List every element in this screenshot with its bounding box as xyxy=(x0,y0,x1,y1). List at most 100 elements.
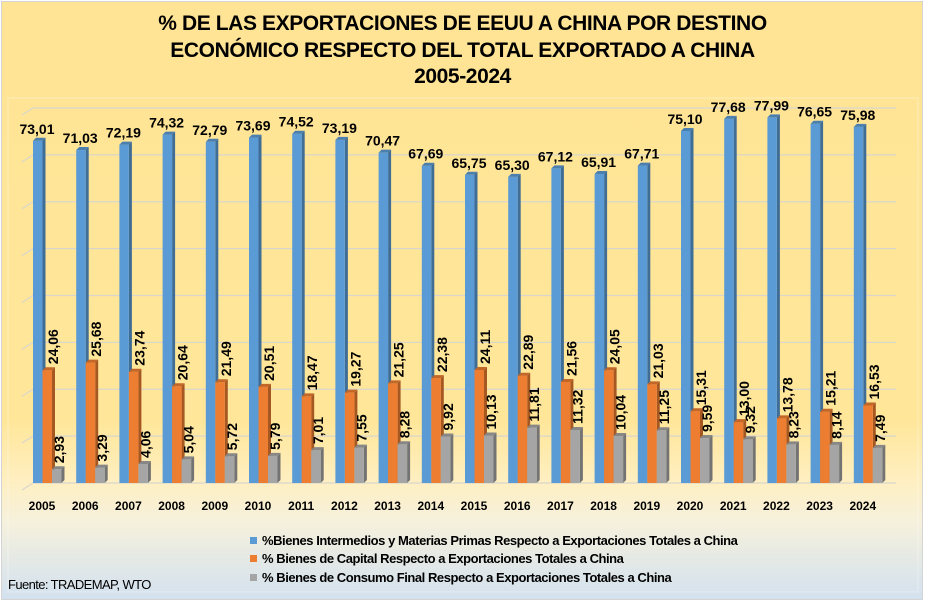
x-tick-label: 2024 xyxy=(849,499,876,513)
data-label-consumer-goods: 10,13 xyxy=(483,394,499,429)
data-label-consumer-goods: 7,49 xyxy=(872,414,888,441)
bar-top-capital-goods xyxy=(388,380,401,384)
bar-intermediate-goods xyxy=(508,176,518,483)
data-label-capital-goods: 24,11 xyxy=(477,330,493,364)
bar-group-2016 xyxy=(508,173,540,483)
bar-consumer-goods xyxy=(613,435,624,483)
x-tick-label: 2013 xyxy=(374,499,401,513)
bar-top-intermediate-goods xyxy=(249,134,262,138)
x-tick-label: 2006 xyxy=(72,499,99,513)
data-label-intermediate-goods: 75,10 xyxy=(667,111,702,127)
bar-capital-goods xyxy=(863,405,873,483)
bar-top-capital-goods xyxy=(690,408,703,412)
data-label-capital-goods: 22,89 xyxy=(520,334,536,369)
bar-top-consumer-goods xyxy=(354,444,367,448)
bar-intermediate-goods xyxy=(162,134,173,483)
data-label-intermediate-goods: 70,47 xyxy=(365,133,400,149)
bar-top-capital-goods xyxy=(431,375,444,379)
bar-intermediate-goods xyxy=(292,133,302,483)
data-label-consumer-goods: 7,01 xyxy=(310,417,326,444)
bar-capital-goods xyxy=(690,411,700,483)
legend-label: % Bienes de Capital Respecto a Exportaci… xyxy=(262,551,624,567)
bar-side-consumer-goods xyxy=(882,444,886,483)
data-label-consumer-goods: 5,04 xyxy=(181,426,197,453)
bar-top-consumer-goods xyxy=(138,460,151,464)
x-tick-label: 2020 xyxy=(677,499,704,513)
bar-top-consumer-goods xyxy=(570,426,583,430)
bar-consumer-goods xyxy=(354,447,364,483)
bar-top-capital-goods xyxy=(517,372,531,376)
data-label-consumer-goods: 9,92 xyxy=(440,403,456,430)
bar-group-2017 xyxy=(551,165,583,483)
legend-marker-orange xyxy=(250,555,257,563)
bar-capital-goods xyxy=(474,369,484,483)
legend-label: % Bienes de Consumo Final Respecto a Exp… xyxy=(262,569,672,585)
bar-top-consumer-goods xyxy=(700,435,713,439)
bar-consumer-goods xyxy=(95,467,105,483)
gridline-side xyxy=(21,435,34,444)
bar-intermediate-goods xyxy=(249,137,259,483)
bar-top-intermediate-goods xyxy=(551,165,564,169)
data-label-intermediate-goods: 65,91 xyxy=(581,154,616,170)
bar-top-consumer-goods xyxy=(484,432,497,436)
bar-group-2006 xyxy=(76,147,108,483)
bar-top-consumer-goods xyxy=(656,427,670,431)
bar-capital-goods xyxy=(301,396,312,483)
chart-title-line-1: % DE LAS EXPORTACIONES DE EEUU A CHINA P… xyxy=(158,12,767,35)
bar-intermediate-goods xyxy=(681,130,691,483)
bar-side-intermediate-goods xyxy=(820,120,824,483)
bar-consumer-goods xyxy=(138,463,148,483)
legend-item-consumer-goods: % Bienes de Consumo Final Respecto a Exp… xyxy=(250,568,737,587)
bar-top-intermediate-goods xyxy=(335,136,348,140)
x-axis: 2005 2006 2007 2008 2009 2010 2011 2012 2013 2014… xyxy=(29,499,877,513)
bar-top-consumer-goods xyxy=(181,456,195,460)
bar-capital-goods xyxy=(172,386,182,483)
bar-side-consumer-goods xyxy=(104,464,108,483)
data-label-capital-goods: 20,64 xyxy=(175,345,191,380)
bar-intermediate-goods xyxy=(853,126,864,483)
x-tick-label: 2009 xyxy=(201,499,228,513)
bar-side-intermediate-goods xyxy=(733,115,737,483)
bar-top-capital-goods xyxy=(604,367,617,371)
bar-capital-goods xyxy=(42,370,52,483)
bar-top-consumer-goods xyxy=(440,433,454,437)
bar-side-consumer-goods xyxy=(277,452,281,483)
bar-top-intermediate-goods xyxy=(292,130,305,134)
bar-top-intermediate-goods xyxy=(508,173,521,177)
bar-consumer-goods xyxy=(872,447,883,483)
bar-side-consumer-goods xyxy=(147,460,151,483)
bar-consumer-goods xyxy=(829,444,840,483)
data-label-capital-goods: 16,53 xyxy=(866,364,882,399)
bar-group-2019 xyxy=(637,162,670,483)
gridline-side xyxy=(21,341,34,350)
x-tick-label: 2023 xyxy=(806,499,833,513)
bar-top-capital-goods xyxy=(85,359,99,363)
bar-top-capital-goods xyxy=(344,389,358,393)
data-label-capital-goods: 21,56 xyxy=(563,341,579,376)
bar-group-2015 xyxy=(465,171,497,483)
bars xyxy=(33,114,886,483)
bar-top-capital-goods xyxy=(258,383,271,387)
bar-consumer-goods xyxy=(397,444,408,483)
bar-group-2021 xyxy=(724,115,756,483)
bar-consumer-goods xyxy=(311,450,321,483)
chart-title-line-2: ECONÓMICO RESPECTO DEL TOTAL EXPORTADO A… xyxy=(170,38,755,62)
bar-capital-goods xyxy=(733,422,744,483)
plot-area xyxy=(7,97,919,593)
bar-capital-goods xyxy=(517,375,528,483)
data-label-capital-goods: 23,74 xyxy=(131,330,147,365)
data-label-capital-goods: 18,47 xyxy=(304,355,320,390)
data-label-consumer-goods: 5,72 xyxy=(224,423,240,450)
bar-intermediate-goods xyxy=(378,152,389,483)
bar-group-2012 xyxy=(335,136,367,483)
bar-consumer-goods xyxy=(656,430,667,483)
data-label-intermediate-goods: 73,19 xyxy=(322,120,357,136)
bar-capital-goods xyxy=(647,384,657,483)
bar-top-capital-goods xyxy=(172,383,185,387)
bar-intermediate-goods xyxy=(551,168,561,483)
bar-group-2022 xyxy=(767,114,799,483)
bar-side-consumer-goods xyxy=(191,456,195,483)
gridline-side xyxy=(21,482,34,491)
bar-top-capital-goods xyxy=(776,415,790,419)
